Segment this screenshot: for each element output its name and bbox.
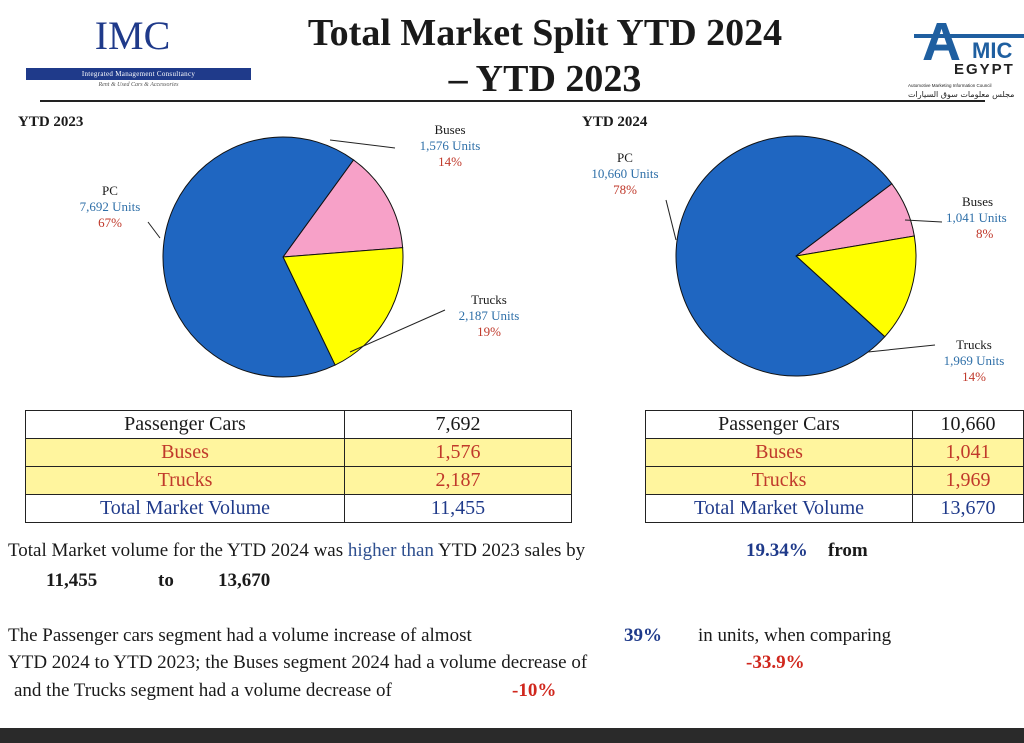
pie-slice-trucks-ytd2023 (282, 247, 404, 366)
summary-to-value: 13,670 (218, 570, 271, 591)
table-row: Buses 1,576 (25, 438, 572, 467)
chart-title-ytd2023: YTD 2023 (18, 114, 84, 130)
summary-p2-line1-end: in units, when comparing (698, 625, 892, 646)
summary-text: Total Market volume for the YTD 2024 was (8, 540, 348, 561)
table-cell-value: 7,692 (344, 410, 572, 439)
bottom-bar (0, 728, 1024, 743)
table-cell-value: 1,041 (912, 438, 1024, 467)
page-title-line1: Total Market Split YTD 2024 (307, 12, 783, 54)
pie-label-trucks-2024: Trucks 1,969 Units 14% (926, 337, 1022, 385)
amic-logo-top: MIC (972, 38, 1012, 63)
summary-bus-pct: -33.9% (746, 652, 805, 673)
imc-logo-bar: Integrated Management Consultancy (26, 68, 251, 80)
table-cell-label: Passenger Cars (645, 410, 913, 439)
pie-leader-line (665, 199, 677, 241)
pie-leader-line (329, 139, 396, 149)
chart-title-ytd2024: YTD 2024 (582, 114, 648, 130)
table-cell-value: 1,576 (344, 438, 572, 467)
pie-label-category: Trucks (956, 337, 992, 352)
table-row: Buses 1,041 (645, 438, 1024, 467)
amic-logo-line2: مجلس معلومات سوق السيارات (908, 90, 1014, 99)
table-cell-value: 1,969 (912, 466, 1024, 495)
pie-label-units: 10,660 Units (591, 166, 659, 181)
pie-label-category: Trucks (471, 292, 507, 307)
pie-leader-line (904, 219, 943, 223)
table-cell-label: Trucks (25, 466, 345, 495)
pie-slice-trucks-ytd2024 (794, 235, 917, 338)
pie-slice-pc-ytd2023 (162, 136, 355, 378)
summary-total-pct: 19.34% (746, 540, 808, 561)
summary-from-value: 11,455 (46, 570, 98, 591)
summary-p2-line2: YTD 2024 to YTD 2023; the Buses segment … (8, 652, 588, 673)
pie-label-trucks-2023: Trucks 2,187 Units 19% (434, 292, 544, 340)
pie-label-units: 1,576 Units (419, 138, 481, 153)
table-cell-label: Buses (645, 438, 913, 467)
amic-logo-graphic: A MIC EGYPT Automotive Marketing Informa… (908, 12, 1024, 99)
pie-label-pct: 78% (613, 182, 637, 197)
amic-logo-bottom: EGYPT (954, 61, 1015, 78)
pie-label-pct: 67% (98, 215, 122, 230)
volume-table-ytd2023: Passenger Cars 7,692 Buses 1,576 Trucks … (25, 410, 572, 523)
imc-logo: IMC Integrated Management Consultancy Re… (20, 12, 260, 92)
summary-line-1: Total Market volume for the YTD 2024 was… (8, 540, 585, 562)
pie-label-pct: 14% (438, 154, 462, 169)
table-cell-value: 13,670 (912, 494, 1024, 523)
amic-logo-line1: Automotive Marketing Information Council (908, 83, 992, 88)
summary-p2-line1: The Passenger cars segment had a volume … (8, 625, 472, 646)
table-cell-value: 2,187 (344, 466, 572, 495)
page-title: Total Market Split YTD 2024 – YTD 2023 (240, 10, 850, 102)
pie-label-pct: 8% (976, 226, 994, 241)
pie-slice-pc-ytd2024 (675, 135, 893, 377)
table-cell-label: Total Market Volume (645, 494, 913, 523)
pie-label-buses-2024: Buses 1,041 Units 8% (942, 194, 1024, 242)
summary-truck-pct: -10% (512, 680, 557, 701)
pie-label-category: Buses (434, 122, 466, 137)
pie-leader-line (147, 221, 161, 239)
page-title-line2: – YTD 2023 (448, 58, 642, 100)
pie-label-category: PC (102, 183, 118, 198)
table-row: Total Market Volume 11,455 (25, 494, 572, 523)
summary-from: from (828, 540, 868, 561)
pie-chart-ytd2023 (147, 135, 943, 378)
pie-label-units: 2,187 Units (458, 308, 520, 323)
amic-logo: A MIC EGYPT Automotive Marketing Informa… (900, 8, 1024, 100)
pie-label-category: Buses (962, 194, 994, 209)
pie-label-pc-2023: PC 7,692 Units 67% (55, 183, 165, 231)
summary-to: to (158, 570, 174, 591)
imc-logo-name: IMC (94, 13, 171, 58)
table-cell-label: Trucks (645, 466, 913, 495)
table-cell-value: 11,455 (344, 494, 572, 523)
table-cell-label: Buses (25, 438, 345, 467)
table-row: Total Market Volume 13,670 (645, 494, 1024, 523)
pie-leader-line (867, 344, 936, 353)
imc-logo-tagline: Rent & Used Cars & Accessories (98, 82, 179, 88)
pie-label-units: 7,692 Units (79, 199, 141, 214)
table-row: Passenger Cars 7,692 (25, 410, 572, 439)
pie-label-units: 1,969 Units (943, 353, 1005, 368)
summary-higher-than: higher than (347, 540, 434, 561)
table-row: Passenger Cars 10,660 (645, 410, 1024, 439)
table-row: Trucks 2,187 (25, 466, 572, 495)
table-cell-value: 10,660 (912, 410, 1024, 439)
volume-table-ytd2024: Passenger Cars 10,660 Buses 1,041 Trucks… (645, 410, 1024, 523)
pie-label-pct: 19% (477, 324, 501, 339)
pie-label-category: PC (617, 150, 633, 165)
table-cell-label: Total Market Volume (25, 494, 345, 523)
pie-slice-buses-ytd2023 (281, 159, 404, 258)
summary-p2-line3: and the Trucks segment had a volume decr… (14, 680, 392, 701)
title-divider (40, 100, 985, 102)
pie-label-pc-2024: PC 10,660 Units 78% (570, 150, 680, 198)
table-row: Trucks 1,969 (645, 466, 1024, 495)
pie-label-buses-2023: Buses 1,576 Units 14% (395, 122, 505, 170)
pie-leader-line (349, 309, 446, 353)
summary-pc-pct: 39% (624, 625, 662, 646)
amic-logo-letter: A (922, 12, 961, 72)
table-cell-label: Passenger Cars (25, 410, 345, 439)
summary-text: YTD 2023 sales by (433, 540, 586, 561)
pie-label-units: 1,041 Units (946, 210, 1007, 225)
pie-label-pct: 14% (962, 369, 986, 384)
